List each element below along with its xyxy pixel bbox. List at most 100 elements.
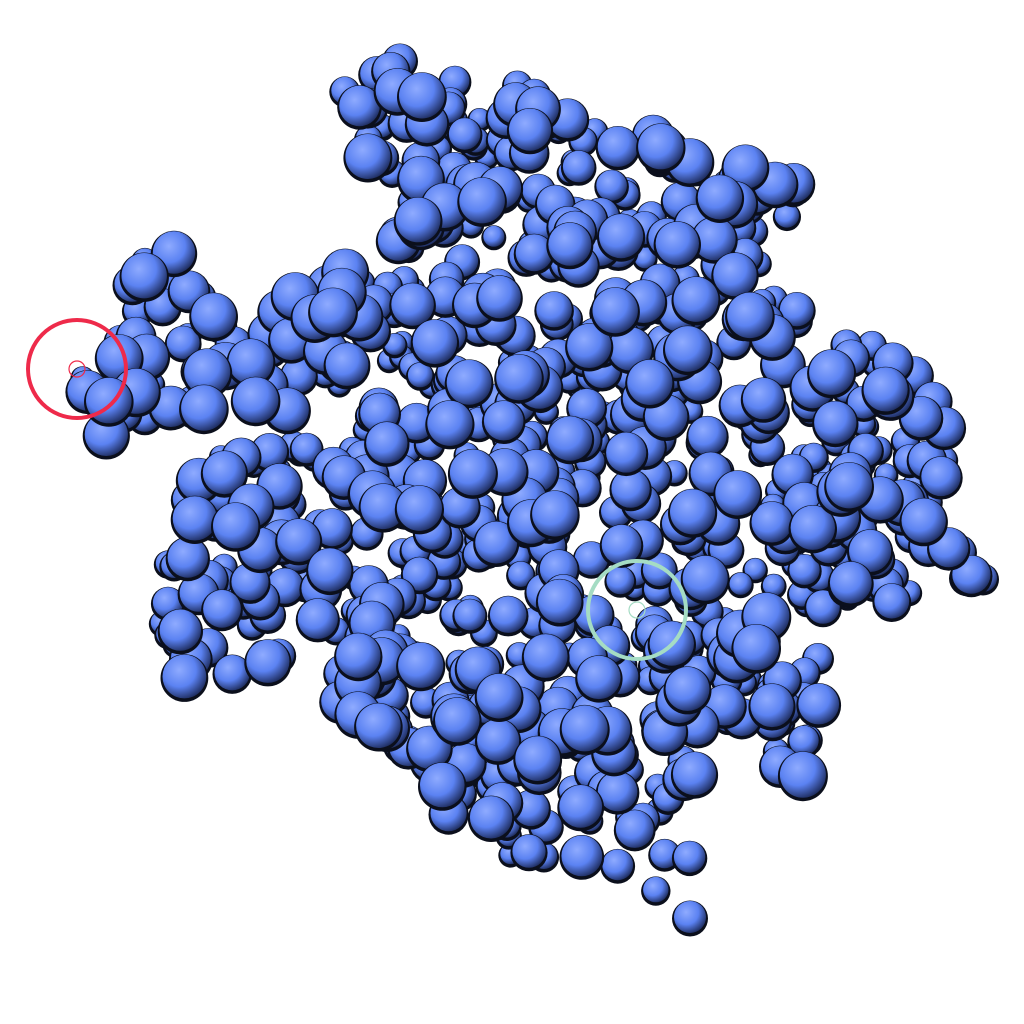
- atom-sphere: [597, 126, 639, 167]
- atom-sphere: [427, 400, 473, 446]
- selection-markers: [26, 318, 688, 661]
- atom-sphere: [448, 118, 481, 150]
- atom-sphere: [638, 123, 684, 170]
- atom-sphere: [742, 377, 785, 420]
- atom-sphere: [360, 483, 406, 530]
- atom-sphere: [729, 572, 752, 595]
- atom-sphere: [214, 655, 250, 691]
- atom-sphere: [597, 771, 638, 812]
- atom-sphere: [159, 609, 201, 651]
- atom-sphere: [356, 703, 401, 748]
- atom-sphere: [402, 557, 437, 591]
- atom-sphere: [435, 697, 480, 743]
- atom-sphere: [779, 292, 814, 327]
- atom-sphere: [395, 197, 441, 243]
- atom-sphere: [713, 252, 757, 297]
- atom-sphere: [901, 498, 946, 543]
- atom-sphere: [396, 485, 442, 531]
- atom-sphere: [547, 416, 593, 461]
- atom-sphere: [454, 599, 486, 631]
- atom-sphere: [325, 343, 369, 386]
- atom-sphere: [475, 521, 518, 564]
- atom-sphere: [849, 529, 892, 573]
- atom-sphere: [863, 367, 908, 412]
- atom-sphere: [665, 326, 711, 372]
- atom-sphere: [412, 319, 458, 365]
- atom-spheres: [65, 43, 999, 937]
- atom-sphere: [826, 462, 872, 509]
- atom-sphere: [562, 150, 595, 183]
- atom-sphere: [688, 416, 727, 455]
- atom-sphere: [184, 348, 231, 395]
- atom-sphere: [774, 203, 800, 228]
- atom-sphere: [459, 177, 505, 224]
- atom-sphere: [478, 275, 521, 319]
- atom-sphere: [96, 334, 142, 380]
- atom-sphere: [391, 283, 434, 326]
- atom-sphere: [751, 501, 793, 543]
- atom-sphere: [121, 253, 167, 299]
- atom-sphere: [561, 705, 608, 752]
- atom-sphere: [308, 548, 352, 592]
- atom-sphere: [790, 505, 835, 550]
- atom-sphere: [715, 470, 761, 516]
- atom-sphere: [733, 624, 779, 671]
- atom-sphere: [213, 502, 259, 549]
- atom-sphere: [606, 566, 635, 595]
- atom-sphere: [601, 524, 642, 565]
- atom-sphere: [548, 222, 592, 266]
- atom-sphere: [345, 134, 391, 179]
- atom-sphere: [592, 287, 638, 334]
- atom-sphere: [313, 508, 351, 547]
- atom-sphere: [515, 234, 553, 272]
- atom-sphere: [574, 541, 609, 576]
- atom-sphere: [672, 752, 717, 796]
- atom-sphere: [483, 400, 524, 441]
- atom-sphere: [508, 108, 552, 151]
- atom-sphere: [407, 362, 433, 388]
- atom-sphere: [172, 496, 217, 541]
- atom-sphere: [608, 327, 652, 371]
- atom-sphere: [673, 841, 706, 873]
- atom-sphere: [523, 634, 568, 678]
- atom-sphere: [181, 385, 227, 431]
- atom-sphere: [483, 225, 505, 247]
- atom-sphere: [577, 655, 621, 700]
- atom-sphere: [670, 489, 716, 535]
- atom-sphere: [682, 555, 728, 601]
- atom-sphere: [339, 85, 380, 127]
- atom-sphere: [798, 683, 840, 725]
- atom-sphere: [602, 849, 634, 881]
- green-target-ring[interactable]: [586, 559, 688, 661]
- red-target-ring[interactable]: [26, 318, 128, 420]
- atom-sphere: [567, 323, 612, 368]
- atom-sphere: [665, 666, 710, 711]
- atom-sphere: [291, 433, 322, 464]
- atom-sphere: [281, 358, 316, 393]
- atom-sphere: [650, 839, 679, 869]
- atom-sphere: [809, 349, 855, 395]
- atom-sphere: [673, 276, 719, 322]
- atom-sphere: [336, 633, 381, 678]
- atom-sphere: [744, 558, 766, 580]
- atom-sphere: [874, 583, 910, 619]
- atom-sphere: [829, 561, 872, 604]
- atom-sphere: [606, 432, 647, 473]
- atom-sphere: [277, 518, 321, 562]
- atom-sphere: [559, 785, 603, 828]
- atom-sphere: [532, 490, 578, 537]
- atom-sphere: [446, 359, 492, 405]
- atom-sphere: [789, 725, 819, 756]
- atom-sphere: [398, 403, 435, 441]
- atom-sphere: [246, 639, 290, 683]
- atom-sphere: [615, 810, 654, 848]
- atom-sphere: [697, 175, 743, 220]
- atom-sphere: [167, 537, 208, 578]
- atom-sphere: [166, 326, 200, 359]
- atom-sphere: [310, 288, 356, 334]
- atom-sphere: [599, 214, 644, 259]
- atom-sphere: [921, 456, 961, 497]
- atom-sphere: [512, 834, 546, 868]
